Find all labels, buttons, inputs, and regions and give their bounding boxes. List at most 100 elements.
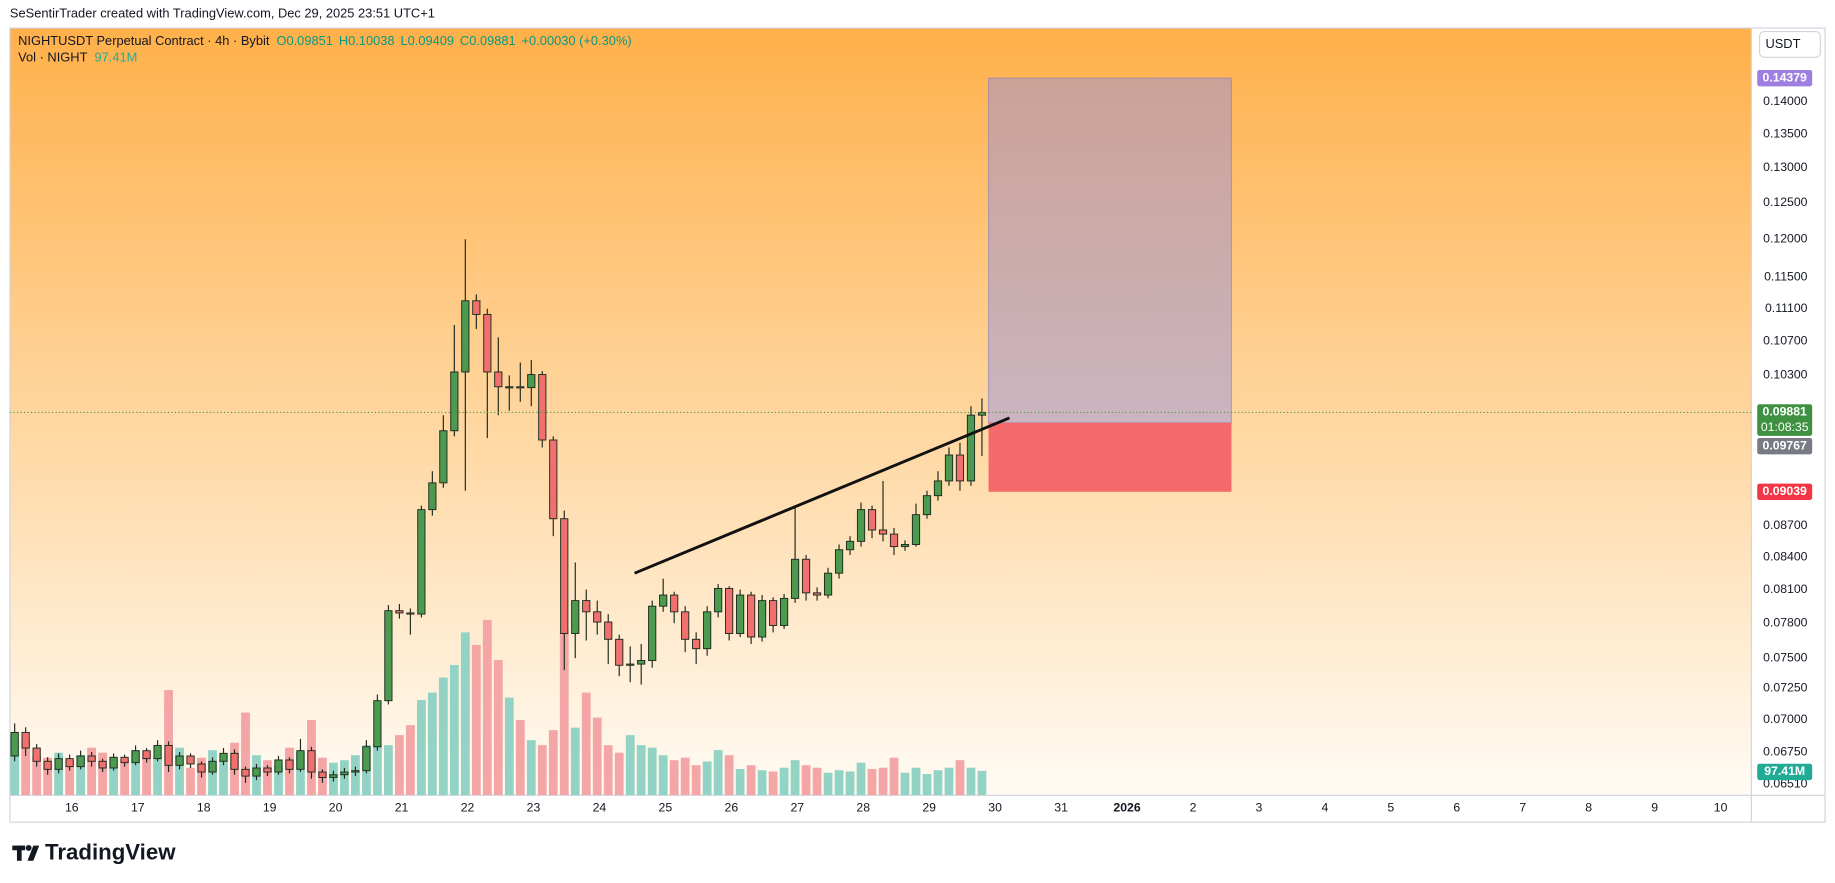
volume-bar xyxy=(592,717,602,796)
volume-bar xyxy=(296,752,305,796)
volume-bar xyxy=(76,755,86,796)
volume-bar xyxy=(735,768,745,796)
candle-body xyxy=(285,759,294,770)
candle-body xyxy=(307,750,316,773)
volume-bar xyxy=(482,619,492,796)
candle-body xyxy=(395,610,404,614)
volume-bar xyxy=(54,752,64,796)
candle-body xyxy=(845,540,855,551)
volume-bar xyxy=(438,677,448,796)
x-tick-label: 8 xyxy=(1585,800,1592,814)
candle-body xyxy=(604,621,613,640)
candle-body xyxy=(10,731,19,757)
volume-bar xyxy=(911,767,921,796)
candle-body xyxy=(571,600,580,634)
candle-body xyxy=(900,544,910,548)
volume-bar xyxy=(603,745,613,796)
y-tick-label: 0.07800 xyxy=(1763,615,1808,629)
candle-body xyxy=(944,454,954,482)
volume-bar xyxy=(43,757,53,796)
bar-countdown: 01:08:35 xyxy=(1761,420,1809,434)
volume-bar xyxy=(274,765,283,796)
ohlc-value: +0.00030 (+0.30%) xyxy=(522,33,632,48)
candle-body xyxy=(406,612,415,615)
y-tick-label: 0.08700 xyxy=(1763,518,1808,532)
candle-body xyxy=(703,611,712,650)
candle-body xyxy=(373,700,382,748)
candle-body xyxy=(450,371,459,432)
volume-bar xyxy=(504,697,514,796)
logo-dot xyxy=(25,844,32,851)
x-tick-label: 24 xyxy=(593,800,607,814)
volume-bar xyxy=(823,772,833,796)
candle-body xyxy=(428,482,437,511)
x-tick-label: 20 xyxy=(329,800,343,814)
volume-bar xyxy=(878,767,888,796)
candle-body xyxy=(142,750,151,760)
x-tick-label: 9 xyxy=(1651,800,1658,814)
volume-bar xyxy=(724,755,734,796)
candle-body xyxy=(263,767,272,773)
volume-bar xyxy=(834,770,844,796)
candle-body xyxy=(505,386,514,389)
x-tick-label: 18 xyxy=(197,800,211,814)
volume-bar xyxy=(383,745,393,796)
candle-body xyxy=(219,752,228,762)
x-tick-label: 29 xyxy=(922,800,936,814)
candle-body xyxy=(252,767,261,777)
candle-body xyxy=(516,386,525,389)
volume-bar xyxy=(416,700,426,796)
volume-bar xyxy=(219,760,228,796)
y-tick-label: 0.13500 xyxy=(1763,127,1808,141)
candle-body xyxy=(560,518,569,634)
candle-body xyxy=(538,374,547,441)
target-price-tag: 0.14379 xyxy=(1763,70,1808,84)
plot-area xyxy=(9,77,1752,796)
volume-bar xyxy=(471,644,481,796)
currency-button[interactable] xyxy=(1758,30,1821,58)
x-tick-label: 27 xyxy=(790,800,804,814)
candle-body xyxy=(593,611,602,623)
candle-body xyxy=(911,514,921,545)
volume-bar xyxy=(658,755,668,796)
candle-body xyxy=(736,594,745,634)
volume-bar xyxy=(944,767,954,796)
volume-bar xyxy=(702,761,712,796)
stop-price-tag: 0.09039 xyxy=(1763,484,1808,498)
candle-body xyxy=(966,414,976,482)
x-tick-label: 30 xyxy=(988,800,1002,814)
volume-bar xyxy=(845,771,855,796)
x-tick-label: 5 xyxy=(1387,800,1394,814)
candle-body xyxy=(714,587,723,613)
volume-bar xyxy=(779,767,789,796)
candle-body xyxy=(21,731,30,749)
volume-bar xyxy=(570,727,580,796)
candle-body xyxy=(241,768,250,777)
candle-body xyxy=(769,600,778,626)
candle-body xyxy=(582,600,591,613)
x-tick-label: 17 xyxy=(131,800,145,814)
candle-body xyxy=(648,605,657,661)
volume-bar xyxy=(427,692,437,796)
volume-bar xyxy=(87,747,97,796)
volume-bar xyxy=(669,760,679,796)
last-price-tag-bg xyxy=(1757,404,1813,436)
volume-bar xyxy=(120,760,129,796)
volume-bar xyxy=(21,740,31,796)
candle-body xyxy=(725,587,734,634)
axes: 0.065100.067500.070000.072500.075000.078… xyxy=(65,69,1813,814)
volume-bar xyxy=(394,735,404,796)
y-tick-label: 0.11500 xyxy=(1764,269,1808,283)
candle-body xyxy=(494,371,503,388)
volume-bar xyxy=(263,760,272,796)
volume-bar xyxy=(636,745,646,796)
y-tick-label: 0.08400 xyxy=(1763,549,1808,563)
volume-bar xyxy=(10,737,20,796)
candle-body xyxy=(461,300,470,373)
candle-body xyxy=(439,430,448,484)
x-tick-label: 2026 xyxy=(1113,800,1140,814)
candle-body xyxy=(780,597,789,626)
volume-bar xyxy=(966,767,976,796)
currency-label[interactable]: USDT xyxy=(1765,36,1800,51)
volume-bar xyxy=(757,770,767,796)
